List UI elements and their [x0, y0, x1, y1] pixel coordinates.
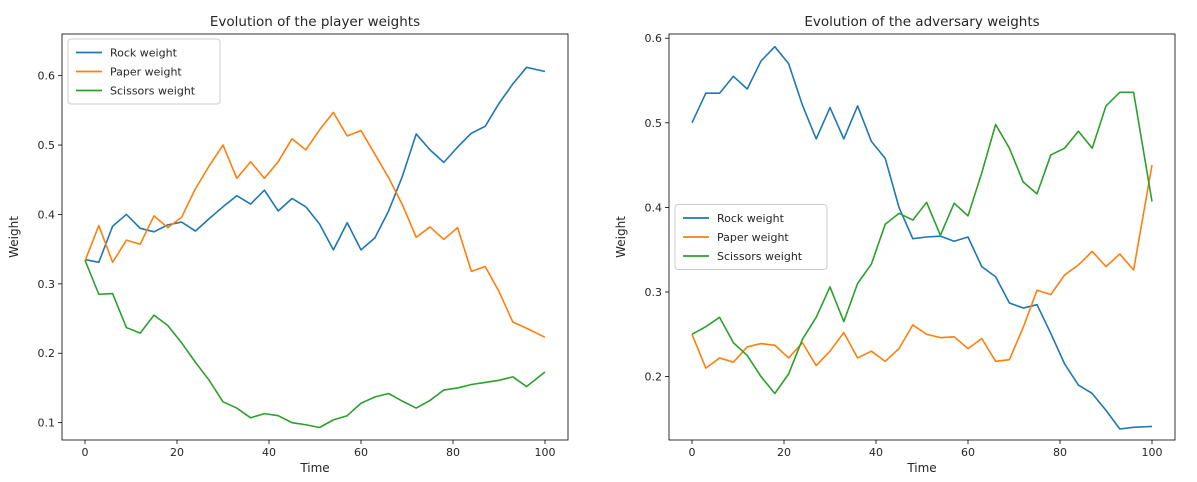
- y-tick-label: 0.3: [38, 278, 56, 291]
- series-line-paper-weight: [691, 164, 1153, 369]
- legend-box: [67, 38, 221, 105]
- series-line-paper-weight: [84, 111, 546, 339]
- legend-label: Paper weight: [717, 231, 789, 244]
- y-tick-label: 0.5: [645, 117, 663, 130]
- x-tick-label: 80: [1053, 446, 1067, 459]
- legend-label: Paper weight: [110, 66, 182, 79]
- y-tick-label: 0.4: [38, 208, 56, 221]
- y-tick-label: 0.2: [38, 347, 56, 360]
- x-tick-label: 60: [354, 446, 368, 459]
- series-line-rock-weight: [691, 45, 1153, 430]
- x-tick-label: 20: [777, 446, 791, 459]
- x-axis-label: Time: [906, 461, 936, 475]
- plot-frame: [668, 33, 1176, 441]
- legend-label: Scissors weight: [717, 250, 803, 263]
- chart-panel-1: Evolution of the player weights 0 20 40 60 80…: [7, 14, 569, 475]
- y-axis-label: Weight: [614, 216, 628, 258]
- series-line-scissors-weight: [84, 259, 546, 429]
- x-axis-label: Time: [299, 461, 329, 475]
- y-tick-label: 0.5: [38, 139, 56, 152]
- series-line-rock-weight: [84, 66, 546, 264]
- x-tick-label: 80: [446, 446, 460, 459]
- y-tick-label: 0.4: [645, 201, 663, 214]
- legend-label: Rock weight: [717, 212, 785, 225]
- x-tick-label: 20: [170, 446, 184, 459]
- chart-panel-2: Evolution of the adversary weights 0 20 40 6…: [614, 14, 1176, 475]
- x-tick-label: 0: [689, 446, 696, 459]
- y-tick-label: 0.6: [645, 32, 663, 45]
- legend: Rock weight Paper weight Scissors weight: [674, 204, 828, 270]
- series-line-scissors-weight: [691, 91, 1153, 395]
- y-tick-label: 0.6: [38, 70, 56, 83]
- x-tick-label: 0: [82, 446, 89, 459]
- y-tick-label: 0.1: [38, 417, 56, 430]
- legend: Rock weight Paper weight Scissors weight: [67, 38, 221, 105]
- y-tick-label: 0.2: [645, 371, 663, 384]
- x-tick-label: 100: [1142, 446, 1163, 459]
- y-tick-label: 0.3: [645, 286, 663, 299]
- y-axis-label: Weight: [7, 216, 21, 258]
- x-tick-label: 40: [869, 446, 883, 459]
- plot-frame: [61, 33, 569, 441]
- x-tick-label: 60: [961, 446, 975, 459]
- x-tick-label: 40: [262, 446, 276, 459]
- legend-label: Scissors weight: [110, 85, 196, 98]
- chart-title: Evolution of the player weights: [210, 14, 420, 30]
- legend-label: Rock weight: [110, 47, 178, 60]
- x-tick-label: 100: [535, 446, 556, 459]
- legend-box: [674, 204, 828, 270]
- chart-title: Evolution of the adversary weights: [804, 14, 1039, 30]
